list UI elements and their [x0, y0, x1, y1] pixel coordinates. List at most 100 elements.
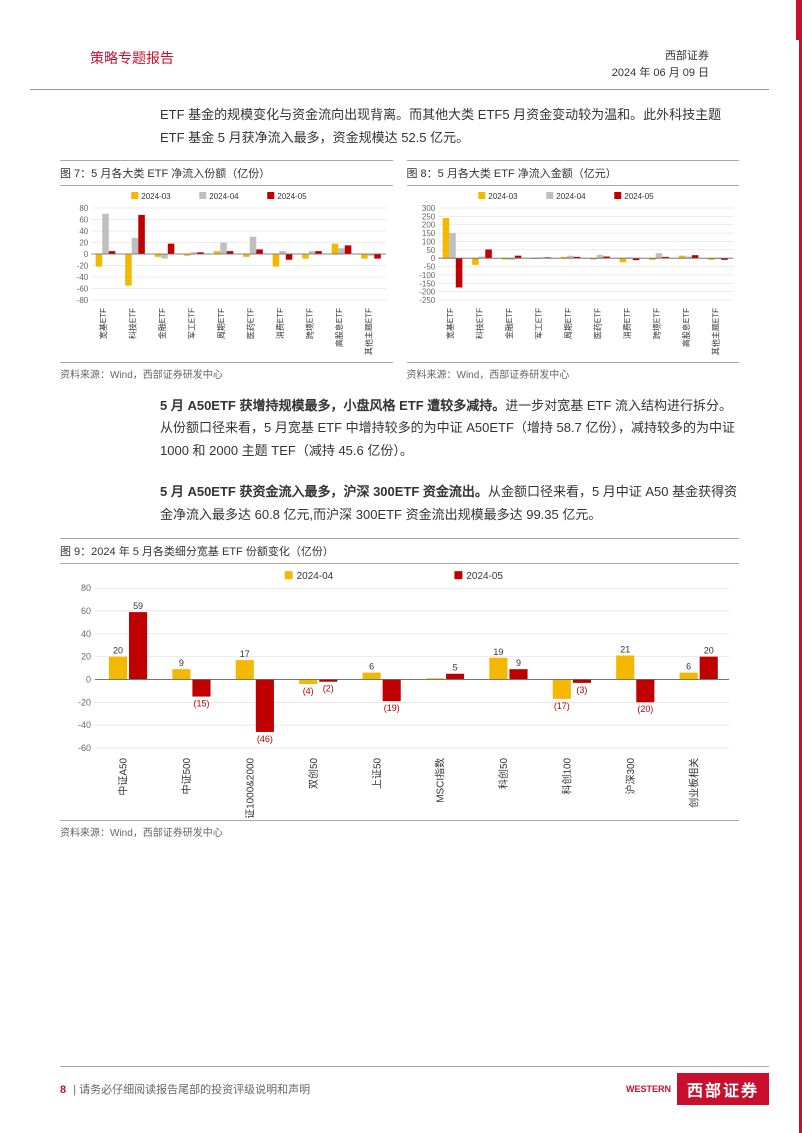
svg-text:6: 6 — [686, 662, 691, 672]
charts-7-8-row: 图 7：5 月各大类 ETF 净流入份额（亿份） -80-60-40-20020… — [0, 154, 799, 381]
svg-text:40: 40 — [79, 227, 88, 236]
chart-8-title: 图 8：5 月各大类 ETF 净流入金额（亿元） — [407, 160, 740, 186]
chart-7: 图 7：5 月各大类 ETF 净流入份额（亿份） -80-60-40-20020… — [60, 160, 393, 381]
chart-7-source: 资料来源：Wind，西部证券研发中心 — [60, 362, 393, 381]
svg-text:200: 200 — [421, 220, 435, 229]
chart-7-svg: -80-60-40-200204060802024-032024-042024-… — [60, 190, 393, 360]
page-header: 策略专题报告 西部证券 2024 年 06 月 09 日 — [30, 0, 769, 90]
svg-text:消费ETF: 消费ETF — [622, 307, 632, 338]
svg-text:跨境ETF: 跨境ETF — [651, 307, 661, 338]
footer-text: 8 | 请务必仔细阅读报告尾部的投资评级说明和声明 — [60, 1081, 310, 1097]
svg-text:医药ETF: 医药ETF — [592, 307, 602, 338]
svg-text:(46): (46) — [257, 734, 273, 744]
svg-text:150: 150 — [421, 229, 435, 238]
chart-9-svg: -60-40-200204060802024-042024-0520917(4)… — [60, 568, 739, 818]
svg-text:-50: -50 — [423, 262, 435, 271]
svg-text:-40: -40 — [78, 720, 91, 730]
svg-text:21: 21 — [620, 645, 630, 655]
svg-text:300: 300 — [421, 204, 435, 213]
svg-text:双创50: 双创50 — [307, 758, 320, 789]
svg-text:0: 0 — [84, 250, 89, 259]
footer-logo-group: WESTERN 西部证券 — [626, 1073, 769, 1105]
para2-bold: 5 月 A50ETF 获资金流入最多，沪深 300ETF 资金流出。 — [160, 484, 488, 499]
svg-text:沪深300: 沪深300 — [624, 758, 637, 795]
svg-text:科技ETF: 科技ETF — [474, 307, 484, 338]
svg-text:0: 0 — [86, 675, 91, 685]
svg-text:-200: -200 — [419, 287, 436, 296]
svg-text:宽基ETF: 宽基ETF — [98, 307, 108, 338]
page-footer: 8 | 请务必仔细阅读报告尾部的投资评级说明和声明 WESTERN 西部证券 — [60, 1066, 769, 1105]
svg-text:20: 20 — [81, 652, 91, 662]
svg-text:6: 6 — [369, 662, 374, 672]
svg-text:-20: -20 — [78, 698, 91, 708]
svg-text:-250: -250 — [419, 296, 436, 305]
paragraph-2: 5 月 A50ETF 获资金流入最多，沪深 300ETF 资金流出。从金额口径来… — [0, 467, 799, 531]
svg-text:80: 80 — [81, 583, 91, 593]
svg-text:2024-04: 2024-04 — [209, 192, 239, 201]
svg-text:100: 100 — [421, 237, 435, 246]
svg-text:80: 80 — [79, 204, 88, 213]
svg-text:科创100: 科创100 — [560, 758, 573, 795]
paragraph-1: 5 月 A50ETF 获增持规模最多，小盘风格 ETF 遭较多减持。进一步对宽基… — [0, 381, 799, 467]
svg-text:2024-03: 2024-03 — [488, 192, 518, 201]
svg-text:9: 9 — [179, 658, 184, 668]
svg-text:40: 40 — [81, 629, 91, 639]
svg-text:宽基ETF: 宽基ETF — [445, 307, 455, 338]
chart-7-title: 图 7：5 月各大类 ETF 净流入份额（亿份） — [60, 160, 393, 186]
svg-text:消费ETF: 消费ETF — [275, 307, 285, 338]
para1-bold: 5 月 A50ETF 获增持规模最多，小盘风格 ETF 遭较多减持。 — [160, 398, 505, 413]
svg-text:金融ETF: 金融ETF — [157, 307, 167, 338]
svg-text:2024-04: 2024-04 — [297, 571, 334, 582]
svg-text:2024-03: 2024-03 — [141, 192, 171, 201]
svg-text:19: 19 — [493, 647, 503, 657]
svg-text:50: 50 — [426, 245, 435, 254]
svg-text:20: 20 — [79, 238, 88, 247]
svg-text:-60: -60 — [77, 284, 89, 293]
chart-8-svg: -250-200-150-100-50050100150200250300 202… — [407, 190, 740, 360]
svg-text:0: 0 — [430, 254, 435, 263]
chart-8-source: 资料来源：Wind，西部证券研发中心 — [407, 362, 740, 381]
report-date: 2024 年 06 月 09 日 — [612, 65, 709, 82]
firm-name: 西部证券 — [612, 48, 709, 65]
svg-text:军工ETF: 军工ETF — [534, 307, 543, 338]
svg-text:高股息ETF: 高股息ETF — [334, 307, 344, 346]
svg-text:(3): (3) — [576, 685, 587, 695]
chart-9-source: 资料来源：Wind，西部证券研发中心 — [60, 820, 739, 839]
svg-text:20: 20 — [704, 646, 714, 656]
svg-text:军工ETF: 军工ETF — [188, 307, 197, 338]
report-type: 策略专题报告 — [90, 48, 174, 68]
svg-text:-20: -20 — [77, 261, 89, 270]
chart-8: 图 8：5 月各大类 ETF 净流入金额（亿元） -250-200-150-10… — [407, 160, 740, 381]
svg-text:中证500: 中证500 — [180, 758, 193, 795]
svg-text:(2): (2) — [323, 684, 334, 694]
header-meta: 西部证券 2024 年 06 月 09 日 — [612, 48, 709, 81]
svg-text:17: 17 — [240, 649, 250, 659]
svg-text:高股息ETF: 高股息ETF — [681, 307, 691, 346]
svg-text:-100: -100 — [419, 270, 436, 279]
svg-text:(19): (19) — [384, 703, 400, 713]
svg-text:60: 60 — [81, 606, 91, 616]
svg-text:-60: -60 — [78, 743, 91, 753]
svg-text:(20): (20) — [637, 705, 653, 715]
svg-text:-80: -80 — [77, 296, 89, 305]
svg-text:科创50: 科创50 — [497, 758, 510, 789]
svg-text:医药ETF: 医药ETF — [246, 307, 256, 338]
svg-text:20: 20 — [113, 646, 123, 656]
svg-text:2024-05: 2024-05 — [277, 192, 307, 201]
page-number: 8 — [60, 1084, 66, 1096]
svg-text:跨境ETF: 跨境ETF — [305, 307, 315, 338]
footer-disclaimer: | 请务必仔细阅读报告尾部的投资评级说明和声明 — [73, 1084, 310, 1096]
svg-text:周期ETF: 周期ETF — [217, 307, 226, 338]
logo-cn: 西部证券 — [677, 1073, 769, 1105]
svg-text:(4): (4) — [303, 686, 314, 696]
svg-text:其他主题ETF: 其他主题ETF — [364, 307, 374, 354]
svg-text:-150: -150 — [419, 279, 436, 288]
svg-text:科技ETF: 科技ETF — [128, 307, 138, 338]
chart-9: 图 9：2024 年 5 月各类细分宽基 ETF 份额变化（亿份） -60-40… — [0, 530, 799, 839]
svg-text:250: 250 — [421, 212, 435, 221]
svg-text:金融ETF: 金融ETF — [504, 307, 514, 338]
svg-text:其他主题ETF: 其他主题ETF — [710, 307, 720, 354]
svg-text:中证A50: 中证A50 — [117, 758, 130, 796]
svg-text:5: 5 — [453, 663, 458, 673]
svg-text:(15): (15) — [193, 699, 209, 709]
